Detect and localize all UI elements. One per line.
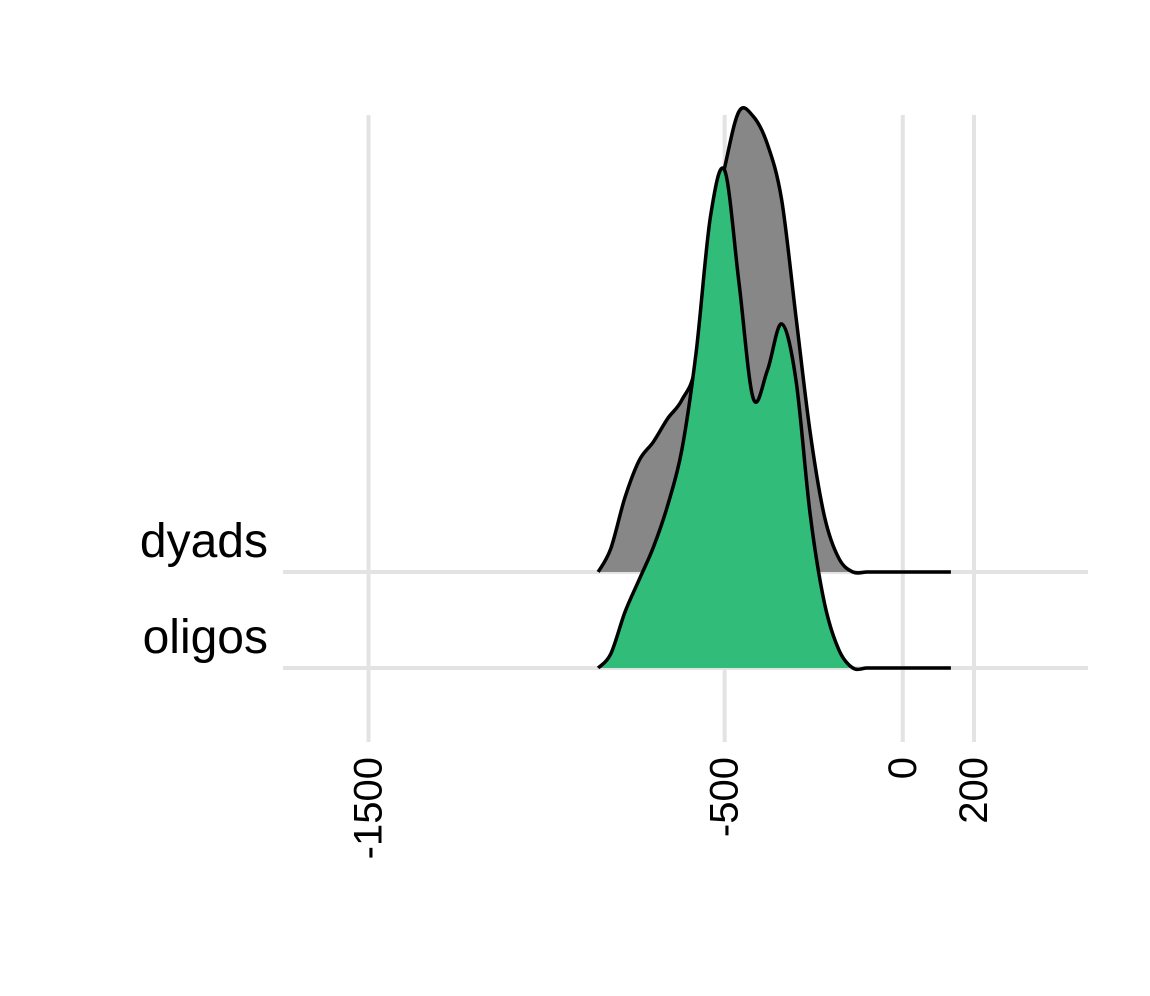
y-tick-label-dyads: dyads <box>140 515 268 568</box>
x-tick-label--1500: -1500 <box>347 757 391 859</box>
y-axis-labels: dyads oligos <box>140 515 268 664</box>
x-tick-label--500: -500 <box>703 757 747 837</box>
ridge-area-oligos <box>598 167 951 670</box>
y-tick-label-oligos: oligos <box>143 611 268 664</box>
x-tick-label-0: 0 <box>881 757 925 779</box>
ridge-outline-oligos <box>596 166 951 672</box>
x-tick-label-200: 200 <box>952 757 996 824</box>
x-axis-labels: -1500 -500 0 200 <box>347 757 997 859</box>
ridge-outline-dyads <box>596 106 951 575</box>
ridges <box>596 106 951 672</box>
